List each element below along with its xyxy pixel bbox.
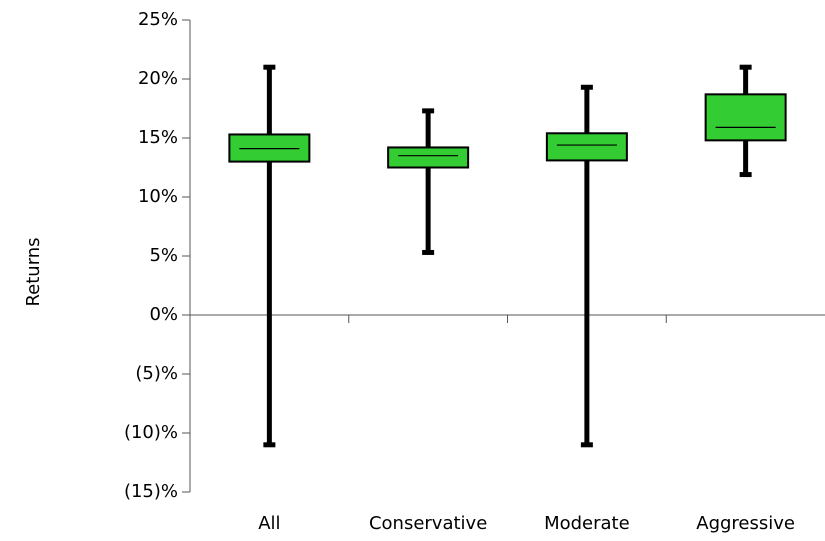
y-tick-label: 20% [138, 68, 178, 89]
box [704, 93, 787, 142]
y-tick-label: 15% [138, 127, 178, 148]
y-tick-label: (5)% [135, 363, 178, 384]
x-tick-label: Conservative [369, 513, 487, 534]
y-tick-label: (15)% [124, 481, 178, 502]
x-tick-label: Moderate [544, 513, 630, 534]
x-tick-label: Aggressive [696, 513, 795, 534]
x-tick-label: All [258, 513, 280, 534]
y-tick-label: 10% [138, 186, 178, 207]
box [387, 146, 470, 169]
y-tick-label: 5% [149, 245, 178, 266]
y-tick-label: 25% [138, 9, 178, 30]
y-tick-label: 0% [149, 304, 178, 325]
y-tick-label: (10)% [124, 422, 178, 443]
y-axis-label: Returns [23, 237, 44, 306]
box [545, 132, 628, 162]
